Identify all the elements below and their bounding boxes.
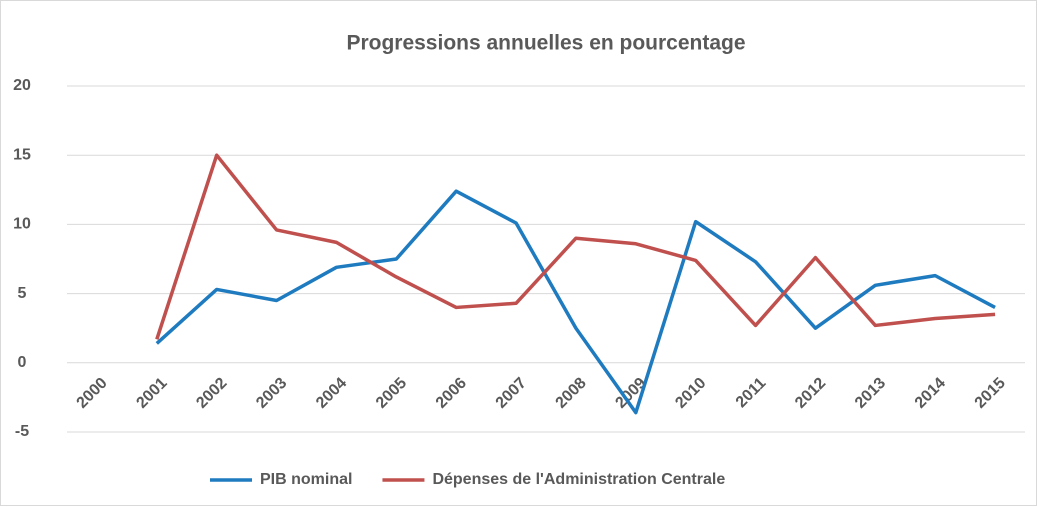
y-tick-label: 10 [13,216,31,233]
legend-label: PIB nominal [260,471,352,488]
series-line [155,189,996,415]
series-line [155,153,996,340]
legend-label: Dépenses de l'Administration Centrale [432,471,725,488]
chart-title: Progressions annuelles en pourcentage [346,32,745,55]
y-tick-label: 5 [18,285,27,302]
y-tick-label: 15 [13,146,31,163]
y-tick-label: -5 [15,423,29,440]
legend: PIB nominal Dépenses de l'Administration … [210,471,725,488]
y-tick-label: 0 [18,354,27,371]
y-tick-label: 20 [13,77,31,94]
